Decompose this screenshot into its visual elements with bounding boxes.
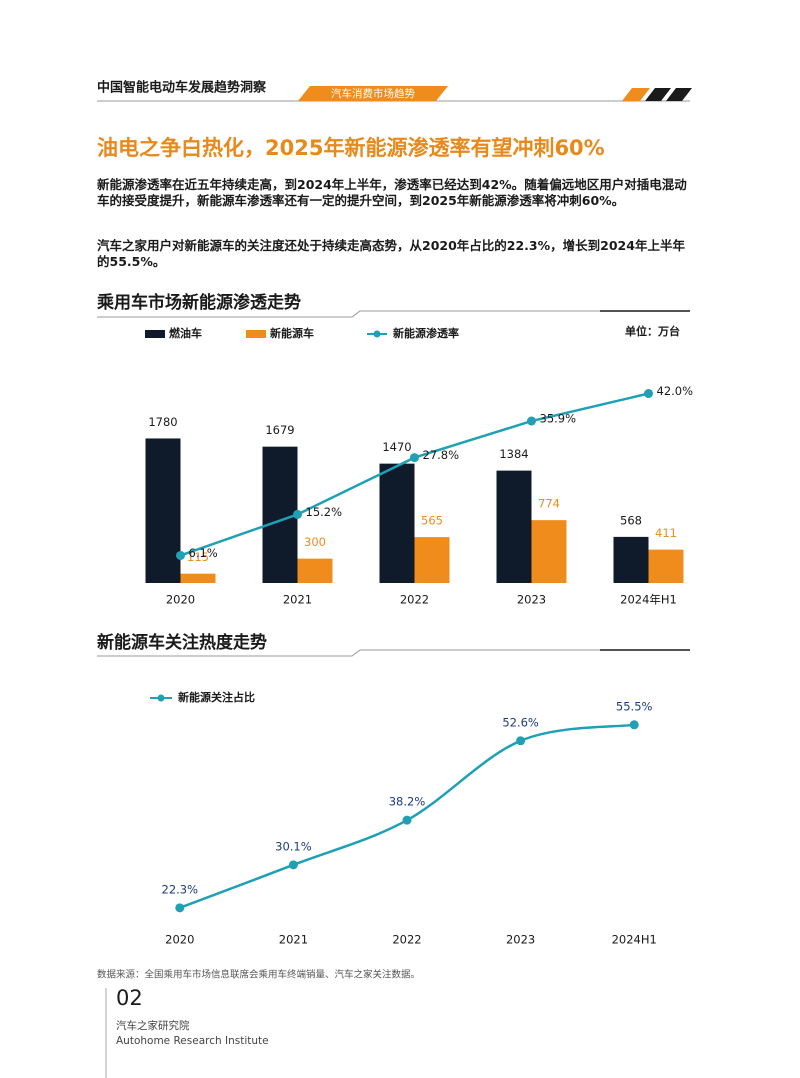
bar-value-label: 1780 <box>148 415 177 429</box>
bar-value-label: 300 <box>304 535 326 549</box>
x-tick-label: 2023 <box>506 933 535 947</box>
bar <box>496 470 532 583</box>
report-title: 中国智能电动车发展趋势洞察 <box>97 80 267 96</box>
x-tick-label: 2021 <box>279 933 308 947</box>
section-rule <box>97 649 690 657</box>
bar-value-label: 411 <box>655 526 677 540</box>
section-rule <box>97 310 690 318</box>
source-note: 数据来源：全国乘用车市场信息联席会乘用车终端销量、汽车之家关注数据。 <box>97 969 420 981</box>
page-number: 02 <box>116 986 143 1010</box>
bar-value-label: 568 <box>620 513 642 527</box>
bar <box>297 558 333 583</box>
bar <box>262 446 298 583</box>
line-value-label: 55.5% <box>616 699 653 713</box>
line-value-label: 42.0% <box>657 384 694 398</box>
line-value-label: 6.1% <box>189 546 218 560</box>
legend-label: 新能源渗透率 <box>393 326 459 340</box>
line-value-label: 15.2% <box>306 505 343 519</box>
bar-value-label: 1384 <box>499 447 528 461</box>
paragraph: 汽车之家用户对新能源车的关注度还处于持续走高态势，从2020年占比的22.3%，… <box>97 238 685 269</box>
bar-value-label: 565 <box>421 514 443 528</box>
legend-label: 新能源关注占比 <box>178 690 255 704</box>
org-cn: 汽车之家研究院 <box>116 1019 190 1032</box>
line-value-label: 38.2% <box>389 795 426 809</box>
legend-label: 新能源车 <box>270 326 314 340</box>
org-en: Autohome Research Institute <box>116 1035 269 1047</box>
legend-swatch <box>373 330 381 338</box>
stripe <box>666 88 692 101</box>
section-tab <box>298 86 448 101</box>
bar <box>145 438 181 583</box>
bar-value-label: 1470 <box>382 440 411 454</box>
bar-value-label: 115 <box>187 550 209 564</box>
bar-value-label: 1679 <box>265 423 294 437</box>
legend-label: 燃油车 <box>168 326 202 340</box>
x-tick-label: 2020 <box>165 933 194 947</box>
line-point <box>644 389 653 399</box>
line-point <box>410 453 419 463</box>
line-point <box>629 720 639 730</box>
section-title: 新能源车关注热度走势 <box>97 632 267 653</box>
line-value-label: 52.6% <box>502 715 539 729</box>
page-title: 油电之争白热化，2025年新能源渗透率有望冲刺60% <box>97 136 605 160</box>
bar-value-label: 774 <box>538 497 560 511</box>
x-tick-label: 2021 <box>283 593 312 607</box>
x-tick-label: 2023 <box>517 593 546 607</box>
stripe <box>622 88 650 101</box>
legend-swatch <box>157 694 165 702</box>
line-point <box>402 815 412 825</box>
x-tick-label: 2024年H1 <box>620 593 677 607</box>
x-tick-label: 2022 <box>400 593 429 607</box>
line-point <box>527 416 536 426</box>
line-value-label: 30.1% <box>275 839 312 853</box>
line-value-label: 27.8% <box>423 448 460 462</box>
line-point <box>293 509 302 519</box>
x-tick-label: 2020 <box>166 593 195 607</box>
stripe <box>645 88 671 101</box>
line-value-label: 35.9% <box>540 412 577 426</box>
legend-swatch <box>246 330 266 338</box>
legend-swatch <box>145 330 165 338</box>
paragraph: 新能源渗透率在近五年持续走高，到2024年上半年，渗透率已经达到42%。随着偏远… <box>97 177 687 208</box>
section-tab-label: 汽车消费市场趋势 <box>331 87 415 100</box>
bar <box>648 549 684 583</box>
line-point <box>176 550 185 560</box>
bar <box>613 536 649 583</box>
bar <box>531 520 567 583</box>
section-title: 乘用车市场新能源渗透走势 <box>96 292 301 313</box>
bar <box>180 573 216 583</box>
line-point <box>288 860 298 870</box>
bar <box>414 537 450 583</box>
line-point <box>175 903 185 913</box>
line-value-label: 22.3% <box>162 882 199 896</box>
x-tick-label: 2022 <box>392 933 421 947</box>
bar <box>379 463 415 583</box>
unit-label: 单位：万台 <box>625 324 680 338</box>
x-tick-label: 2024H1 <box>612 933 657 947</box>
line-point <box>516 736 526 746</box>
